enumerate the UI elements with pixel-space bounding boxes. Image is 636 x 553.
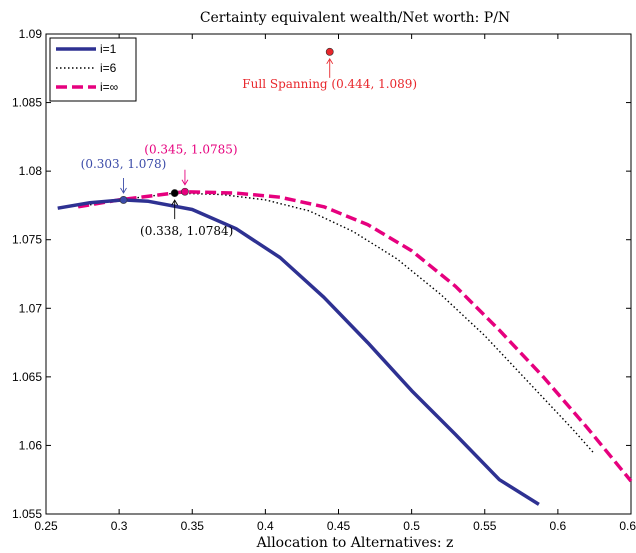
x-tick-label: 0.25 [34,519,58,533]
y-tick-label: 1.065 [12,370,42,384]
axis-ticks: 0.25 0.3 0.35 0.4 0.45 0.5 0.55 0.6 0.65 1.055 1.0… [12,27,636,533]
plot-frame [45,33,632,515]
x-tick-label: 0.35 [181,519,205,533]
series-layer [57,189,633,506]
y-tick-label: 1.09 [19,27,43,41]
y-tick-label: 1.08 [19,164,43,178]
point-label: (0.303, 1.078) [81,157,167,171]
x-tick-label: 0.4 [257,519,274,533]
point-marker [181,187,189,196]
point-label: (0.338, 1.0784) [140,224,233,238]
arrowhead-icon [181,179,189,186]
x-tick-label: 0.5 [403,519,420,533]
arrowhead-icon [120,187,127,194]
point-marker [170,189,179,197]
x-tick-label: 0.55 [473,519,497,533]
y-tick-label: 1.085 [12,96,42,110]
legend: i=1 i=6 i=∞ [49,37,137,102]
point-label: Full Spanning (0.444, 1.089) [242,77,417,91]
point-marker [119,196,128,204]
chart-title: Certainty equivalent wealth/Net worth: P… [200,10,510,26]
point-label: (0.345, 1.0785) [144,143,237,157]
x-tick-label: 0.45 [327,519,351,533]
x-tick-label: 0.6 [550,519,567,533]
y-tick-label: 1.055 [12,507,42,521]
y-tick-label: 1.06 [19,438,43,452]
point-marker [325,47,334,56]
series-line-2 [77,189,633,483]
x-tick-label: 0.3 [111,519,128,533]
y-tick-label: 1.075 [12,233,42,247]
legend-label-1: i=6 [100,61,117,75]
series-line-0 [57,198,540,506]
x-axis-label: Allocation to Alternatives: z [256,535,454,551]
arrowhead-icon [171,199,179,206]
x-tick-label: 0.65 [619,519,636,533]
y-tick-label: 1.07 [19,301,43,315]
legend-label-2: i=∞ [100,80,118,94]
legend-label-0: i=1 [100,42,117,56]
annotation-layer: Full Spanning (0.444, 1.089) (0.303, 1.07… [81,47,417,238]
arrowhead-icon [326,57,334,65]
